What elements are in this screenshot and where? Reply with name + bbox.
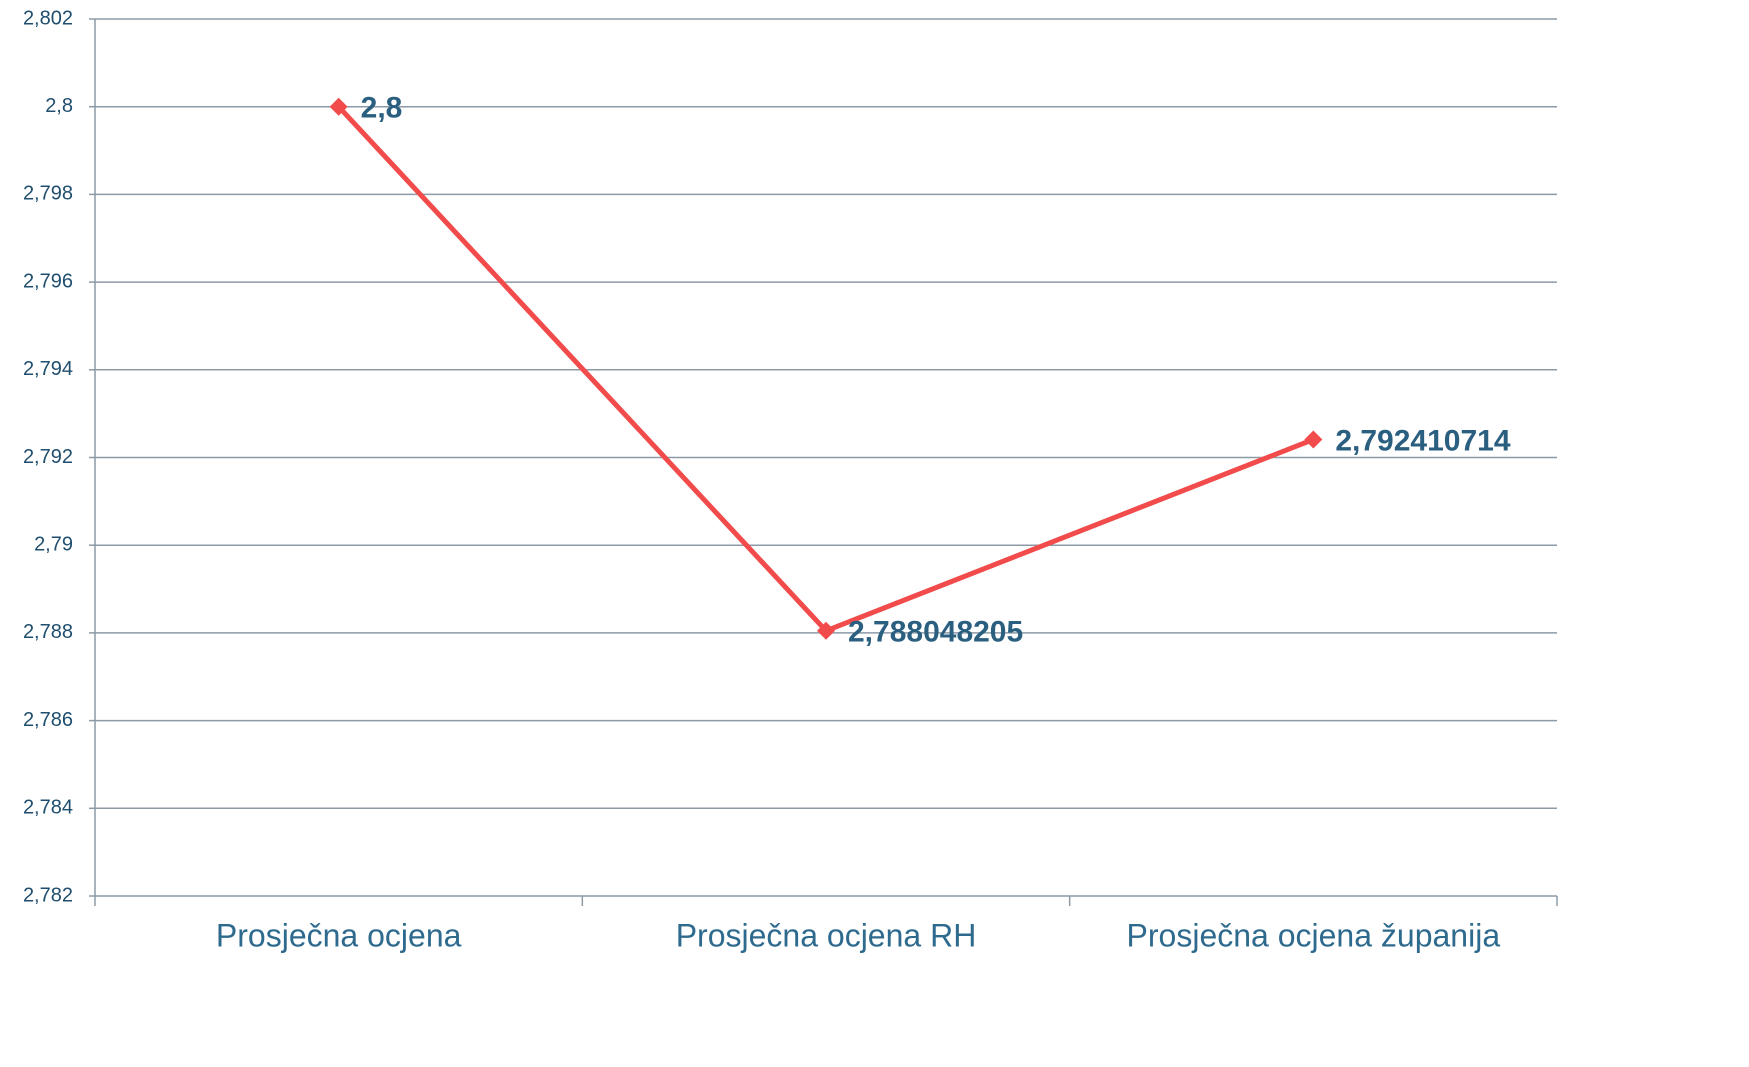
series-line [336,104,1315,634]
y-tick-label: 2,788 [23,621,73,643]
marker [329,97,348,116]
y-tick-label: 2,784 [23,797,73,819]
y-tick-label: 2,794 [23,358,73,380]
y-tick-label: 2,8 [45,95,73,117]
y-tick-label: 2,79 [34,533,73,555]
x-tick-label: Prosječna ocjena županija [1127,917,1501,953]
y-tick-label: 2,796 [23,270,73,292]
y-tick-label: 2,782 [23,884,73,906]
data-label: 2,788048205 [848,616,1023,649]
y-tick-label: 2,786 [23,709,73,731]
y-tick-label: 2,798 [23,183,73,205]
marker [1304,430,1323,449]
data-label: 2,792410714 [1335,424,1510,457]
y-tick-label: 2,802 [23,7,73,29]
x-tick-label: Prosječna ocjena [216,917,462,953]
marker [817,621,835,640]
x-tick-label: Prosječna ocjena RH [676,917,977,953]
data-label: 2,8 [361,92,403,125]
y-tick-label: 2,792 [23,446,73,468]
